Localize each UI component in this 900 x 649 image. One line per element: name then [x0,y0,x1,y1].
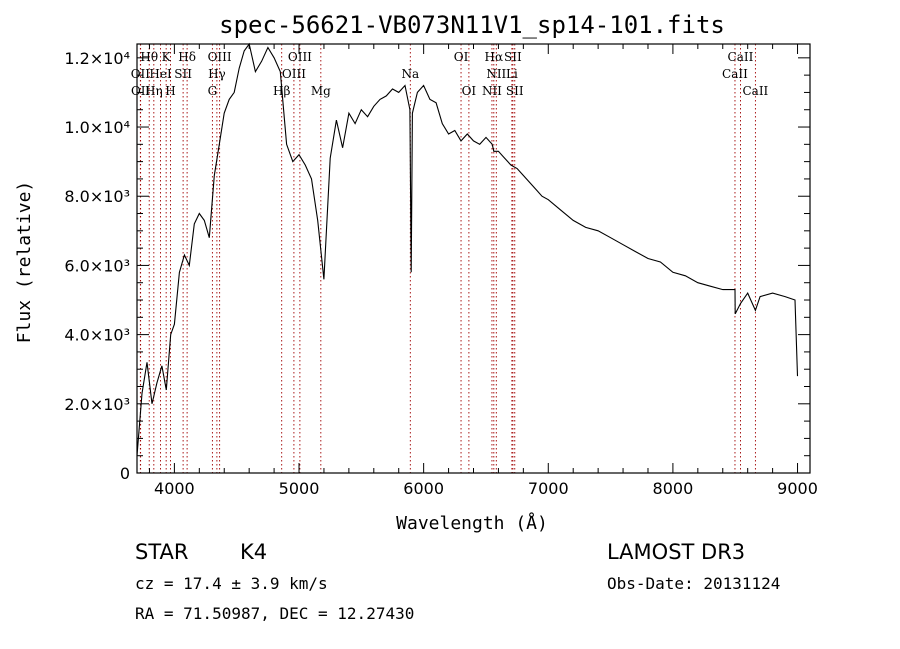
line-marker-label: OI [454,50,469,64]
object-subclass: K4 [240,540,268,564]
y-tick-label: 2.0×10³ [64,395,130,414]
line-marker-label: K [162,50,172,64]
x-tick-label: 8000 [653,479,694,498]
line-marker-label: Na [401,67,419,81]
object-class: STAR [135,540,189,564]
plot-frame [136,43,811,474]
line-marker-label: Li [506,67,518,81]
x-tick-label: 5000 [279,479,320,498]
line-marker-label: Hθ [140,50,158,64]
y-tick-label: 0 [120,464,130,483]
line-marker-label: Hδ [178,50,196,64]
line-marker-label: SII [506,84,524,98]
spectrum-line [136,42,799,456]
redshift-velocity: cz = 17.4 ± 3.9 km/s [135,574,328,593]
line-marker-label: Hη [145,84,163,98]
x-tick-label: 4000 [154,479,195,498]
line-marker-label: H [165,84,175,98]
x-tick-label: 6000 [403,479,444,498]
survey-name: LAMOST DR3 [607,540,746,564]
y-tick-label: 1.2×10⁴ [64,49,130,68]
y-tick-label: 1.0×10⁴ [64,118,130,137]
chart-title: spec-56621-VB073N11V1_sp14-101.fits [219,11,725,39]
line-markers [139,44,756,473]
line-marker-label: SII [504,50,522,64]
line-marker-label: CaII [728,50,754,64]
x-tick-label: 9000 [777,479,818,498]
line-marker-label: OIII [288,50,312,64]
line-marker-label: HeI [149,67,172,81]
line-marker-label: Mg [311,84,331,98]
line-marker-label: NII [486,67,506,81]
line-marker-label: OII [131,84,151,98]
line-marker-label: Hγ [208,67,226,81]
line-marker-label: OIII [208,50,232,64]
line-marker-label: OIII [282,67,306,81]
coordinates: RA = 71.50987, DEC = 12.27430 [135,604,415,623]
y-tick-label: 6.0×10³ [64,256,130,275]
line-marker-label: CaII [722,67,748,81]
observation-date: Obs-Date: 20131124 [607,574,781,593]
line-marker-label: G [208,84,218,98]
y-axis-label: Flux (relative) [14,181,35,344]
line-marker-label: NII [482,84,502,98]
y-tick-label: 8.0×10³ [64,187,130,206]
line-marker-label: OII [131,67,151,81]
y-tick-label: 4.0×10³ [64,326,130,345]
line-marker-label: OI [462,84,477,98]
axis-ticks: 4000 5000 6000 7000 8000 9000 0 2.0×10³ 4.0×10³ 6… [64,44,818,498]
line-marker-label: CaII [742,84,768,98]
x-tick-label: 7000 [528,479,569,498]
line-marker-label: SII [174,67,192,81]
line-marker-label: Hα [485,50,504,64]
x-axis-label: Wavelength (Å) [396,512,548,534]
